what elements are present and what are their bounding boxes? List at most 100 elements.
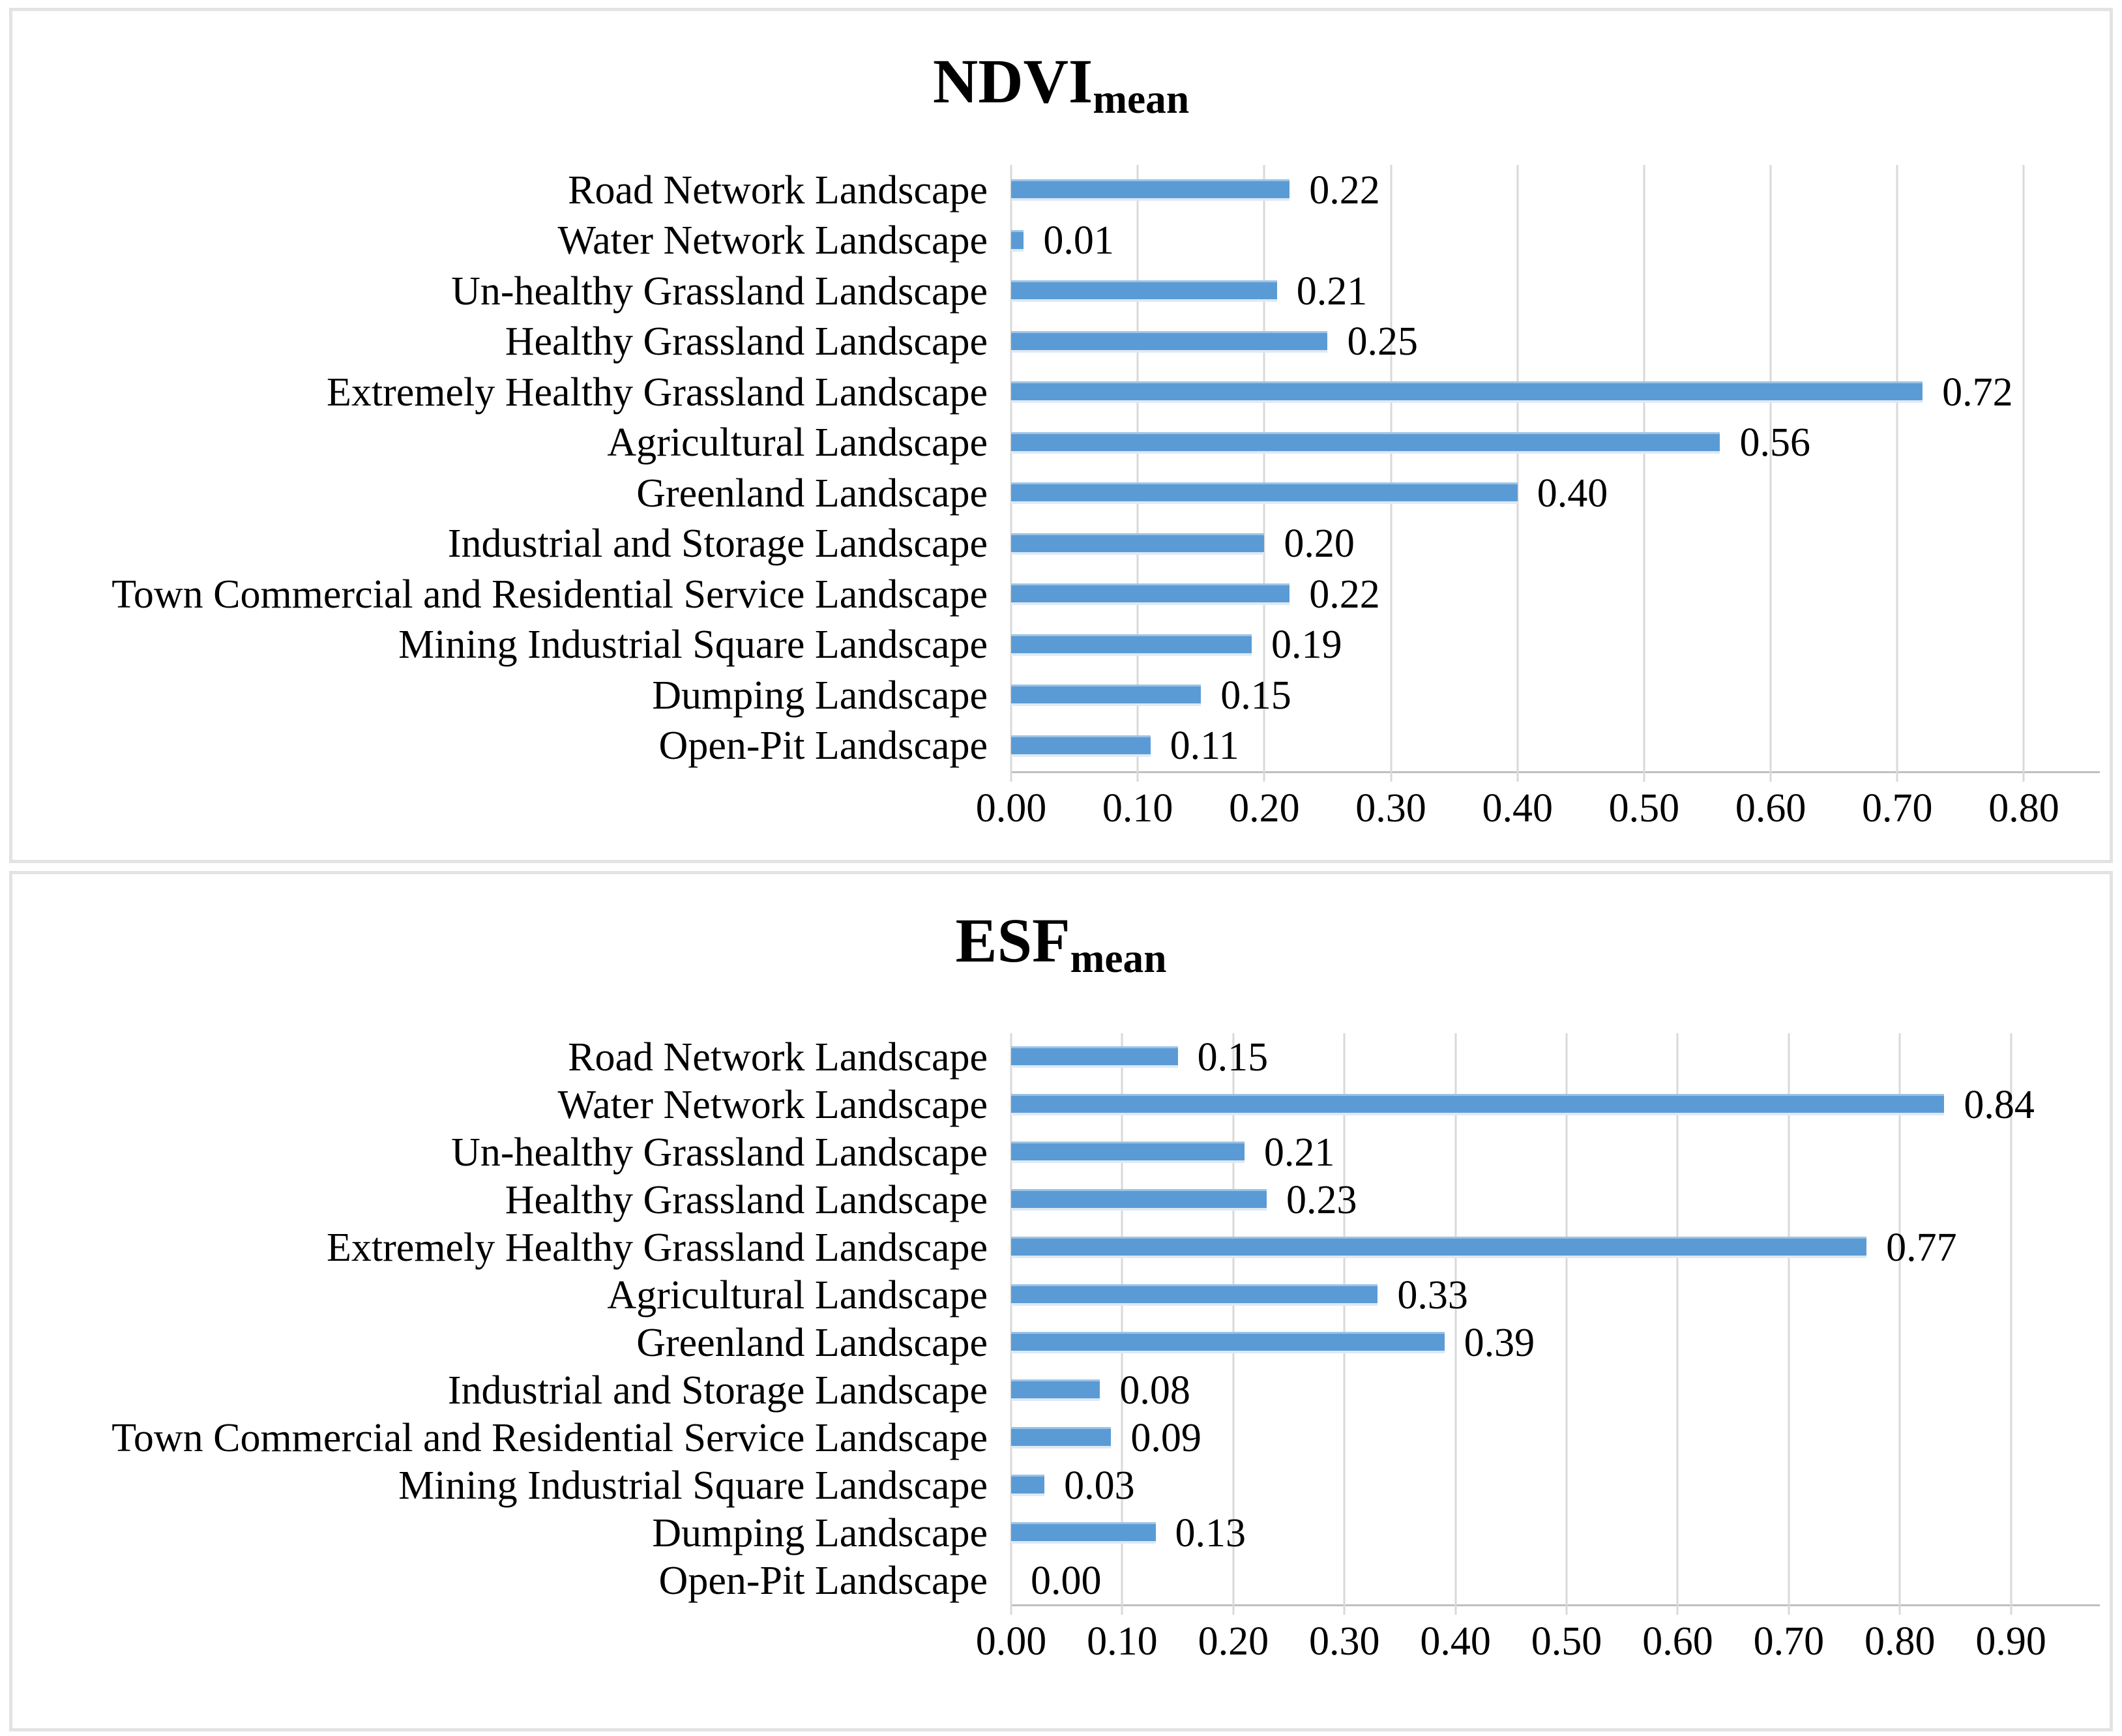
x-axis-tick-label: 0.90 — [1975, 1619, 2046, 1664]
esf-category-labels: Road Network Landscape Water Network Land… — [12, 1033, 988, 1604]
x-axis-tick-mark — [1643, 771, 1645, 782]
data-label: 0.22 — [1309, 572, 1380, 617]
data-label: 0.77 — [1886, 1225, 1957, 1270]
category-label: Greenland Landscape — [636, 471, 988, 516]
bar-row: 0.08 — [1011, 1366, 2100, 1414]
x-axis-tick-label: 0.30 — [1355, 786, 1426, 831]
esf-chart-body: Road Network Landscape Water Network Land… — [12, 1033, 2110, 1662]
data-label: 0.39 — [1464, 1320, 1535, 1365]
bar — [1011, 583, 1290, 606]
bar-row: 0.15 — [1011, 1033, 2100, 1081]
x-axis-tick-label: 0.20 — [1198, 1619, 1269, 1664]
esf-title-subscript: mean — [1070, 935, 1167, 981]
bar — [1011, 482, 1518, 505]
gridline — [1788, 1033, 1790, 1604]
category-label: Agricultural Landscape — [607, 420, 988, 465]
bar-row: 0.23 — [1011, 1176, 2100, 1224]
bar-row: 0.40 — [1011, 468, 2100, 519]
bar — [1011, 1094, 1945, 1115]
gridline — [2022, 165, 2025, 771]
bar-row: 0.84 — [1011, 1081, 2100, 1128]
bar-row: 0.11 — [1011, 721, 2100, 772]
bar-row: 0.03 — [1011, 1462, 2100, 1509]
category-label: Town Commercial and Residential Service … — [111, 572, 988, 617]
x-axis-tick-label: 0.70 — [1862, 786, 1933, 831]
gridline — [1343, 1033, 1346, 1604]
gridline — [1896, 165, 1898, 771]
bar-row: 0.39 — [1011, 1319, 2100, 1366]
gridline — [1643, 165, 1645, 771]
bar-row: 0.15 — [1011, 670, 2100, 721]
x-axis-tick-label: 0.10 — [1102, 786, 1173, 831]
data-label: 0.15 — [1220, 673, 1291, 718]
ndvi-chart-panel: NDVImean Road Network Landscape Water Net… — [9, 8, 2113, 863]
gridline — [1898, 1033, 1901, 1604]
bar-row: 0.13 — [1011, 1509, 2100, 1557]
esf-chart-panel: ESFmean Road Network Landscape Water Netw… — [9, 871, 2113, 1731]
x-axis-tick-label: 0.00 — [975, 786, 1047, 831]
category-label: Mining Industrial Square Landscape — [398, 623, 988, 668]
bar — [1011, 1046, 1178, 1068]
bar — [1011, 229, 1024, 252]
data-label: 0.19 — [1271, 623, 1342, 668]
data-label: 0.23 — [1286, 1177, 1357, 1222]
ndvi-category-labels: Road Network Landscape Water Network Land… — [12, 165, 988, 771]
data-label: 0.21 — [1296, 269, 1368, 314]
x-axis-tick-label: 0.50 — [1608, 786, 1680, 831]
category-label: Road Network Landscape — [568, 1035, 988, 1080]
category-label: Extremely Healthy Grassland Landscape — [326, 1225, 988, 1270]
bar — [1011, 381, 1923, 404]
bar-row: 0.19 — [1011, 620, 2100, 671]
bar — [1011, 1141, 1245, 1163]
data-label: 0.08 — [1119, 1368, 1190, 1413]
bar-row: 0.77 — [1011, 1224, 2100, 1271]
bar — [1011, 432, 1720, 454]
x-axis-tick-label: 0.00 — [975, 1619, 1047, 1664]
bar-row: 0.00 — [1011, 1557, 2100, 1604]
category-label: Dumping Landscape — [652, 673, 988, 718]
gridline — [1454, 1033, 1457, 1604]
bar-row: 0.22 — [1011, 569, 2100, 620]
bar — [1011, 1379, 1100, 1401]
gridline — [1232, 1033, 1235, 1604]
x-axis-tick-mark — [1232, 1604, 1235, 1615]
bar — [1011, 533, 1265, 555]
gridline — [1263, 165, 1265, 771]
x-axis-tick-label: 0.30 — [1308, 1619, 1380, 1664]
category-label: Agricultural Landscape — [607, 1273, 988, 1317]
category-label: Industrial and Storage Landscape — [447, 522, 988, 566]
x-axis-tick-mark — [1454, 1604, 1457, 1615]
ndvi-title-text: NDVI — [932, 46, 1093, 116]
x-axis-tick-label: 0.60 — [1642, 1619, 1713, 1664]
category-label: Open-Pit Landscape — [658, 724, 988, 769]
bar — [1011, 1332, 1445, 1353]
esf-plot-area: 0.15 0.84 0.21 0.23 0.77 0.33 0.39 0.08 0.09 0.03… — [976, 1033, 2100, 1662]
esf-title-text: ESF — [955, 905, 1070, 975]
bar-row: 0.56 — [1011, 418, 2100, 469]
category-label: Industrial and Storage Landscape — [447, 1368, 988, 1413]
x-axis-tick-mark — [1516, 771, 1519, 782]
category-label: Open-Pit Landscape — [658, 1558, 988, 1603]
data-label: 0.33 — [1397, 1273, 1468, 1317]
bar-row: 0.33 — [1011, 1271, 2100, 1319]
bar — [1011, 280, 1277, 302]
x-axis-tick-mark — [1788, 1604, 1790, 1615]
x-axis-tick-mark — [1263, 771, 1265, 782]
x-axis-tick-mark — [1390, 771, 1393, 782]
gridline — [1676, 1033, 1679, 1604]
esf-chart-title: ESFmean — [12, 874, 2110, 978]
gridline — [1136, 165, 1139, 771]
x-axis-tick-label: 0.60 — [1735, 786, 1806, 831]
data-label: 0.01 — [1043, 218, 1114, 263]
esf-bars: 0.15 0.84 0.21 0.23 0.77 0.33 0.39 0.08 0.09 0.03… — [1011, 1033, 2100, 1604]
x-axis-tick-mark — [1121, 1604, 1123, 1615]
x-axis-tick-mark — [1343, 1604, 1346, 1615]
category-label: Mining Industrial Square Landscape — [398, 1463, 988, 1508]
data-label: 0.84 — [1964, 1082, 2035, 1127]
x-axis-tick-mark — [1676, 1604, 1679, 1615]
data-label: 0.25 — [1347, 319, 1418, 364]
category-label: Water Network Landscape — [557, 218, 988, 263]
bar — [1011, 179, 1290, 201]
gridline — [1565, 1033, 1568, 1604]
